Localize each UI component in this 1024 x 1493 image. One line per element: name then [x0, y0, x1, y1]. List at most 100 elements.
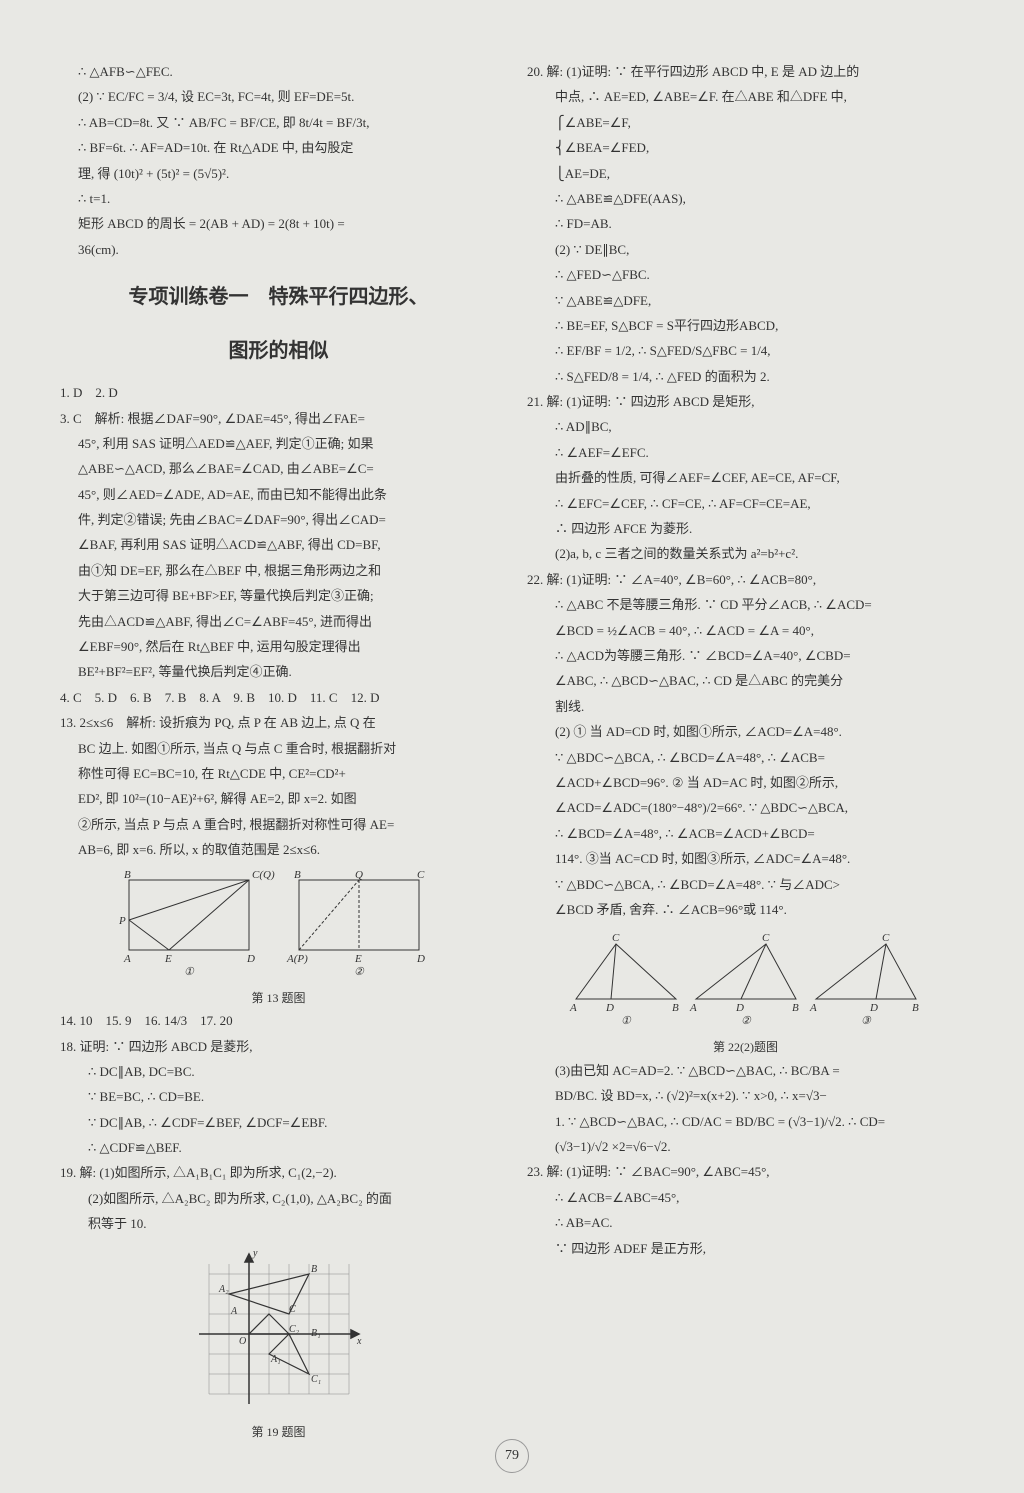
text-line: ∴ AD∥BC,: [527, 415, 964, 438]
text-line: 13. 2≤x≤6 解析: 设折痕为 PQ, 点 P 在 AB 边上, 点 Q …: [60, 711, 497, 734]
text-line: (2) ∵ DE∥BC,: [527, 238, 964, 261]
text-line: ∴ △ABE≌△DFE(AAS),: [527, 187, 964, 210]
svg-text:C(Q): C(Q): [252, 870, 275, 881]
page-number: 79: [495, 1439, 529, 1473]
text-line: ∵ △ABE≌△DFE,: [527, 289, 964, 312]
text-line: ∴ ∠EFC=∠CEF, ∴ CF=CE, ∴ AF=CF=CE=AE,: [527, 492, 964, 515]
text-line: ∠ACD+∠BCD=96°. ② 当 AD=AC 时, 如图②所示,: [527, 771, 964, 794]
svg-text:B: B: [294, 870, 301, 881]
text-line: 23. 解: (1)证明: ∵ ∠BAC=90°, ∠ABC=45°,: [527, 1160, 964, 1183]
text-line: AB=6, 即 x=6. 所以, x 的取值范围是 2≤x≤6.: [60, 838, 497, 861]
text-line: 36(cm).: [60, 238, 497, 261]
svg-text:C: C: [762, 932, 770, 944]
text-line: ⎩AE=DE,: [527, 162, 964, 185]
text-line: (2) ∵ EC/FC = 3/4, 设 EC=3t, FC=4t, 则 EF=…: [60, 85, 497, 108]
figure-22: CADB ① CADB ② CADB ③: [527, 929, 964, 1029]
text-line: ∠BAF, 再利用 SAS 证明△ACD≌△ABF, 得出 CD=BF,: [60, 533, 497, 556]
svg-text:C₂: C₂: [289, 1324, 300, 1335]
svg-text:①: ①: [621, 1015, 632, 1027]
text-line: 4. C 5. D 6. B 7. B 8. A 9. B 10. D 11. …: [60, 686, 497, 709]
text-line: BC 边上. 如图①所示, 当点 Q 与点 C 重合时, 根据翻折对: [60, 737, 497, 760]
text-line: 21. 解: (1)证明: ∵ 四边形 ABCD 是矩形,: [527, 390, 964, 413]
text-line: ∠BCD 矛盾, 舍弃. ∴ ∠ACB=96°或 114°.: [527, 898, 964, 921]
text-line: ∴ S△FED/8 = 1/4, ∴ △FED 的面积为 2.: [527, 365, 964, 388]
text-line: 19. 解: (1)如图所示, △A₁B₁C₁ 即为所求, C₁(2,−2).: [60, 1161, 497, 1184]
svg-text:D: D: [869, 1002, 878, 1014]
text-line: ∴ DC∥AB, DC=BC.: [60, 1060, 497, 1083]
text-line: ∴ △ABC 不是等腰三角形. ∵ CD 平分∠ACB, ∴ ∠ACD=: [527, 593, 964, 616]
text-line: 1. D 2. D: [60, 381, 497, 404]
figure-22-caption: 第 22(2)题图: [527, 1037, 964, 1059]
text-line: (2)a, b, c 三者之间的数量关系式为 a²=b²+c².: [527, 542, 964, 565]
text-line: ∴ EF/BF = 1/2, ∴ S△FED/S△FBC = 1/4,: [527, 339, 964, 362]
svg-text:B₁: B₁: [311, 1328, 321, 1339]
svg-text:D: D: [735, 1002, 744, 1014]
text-line: ∵ 四边形 ADEF 是正方形,: [527, 1237, 964, 1260]
text-line: ∴ △AFB∽△FEC.: [60, 60, 497, 83]
text-line: 理, 得 (10t)² + (5t)² = (5√5)².: [60, 162, 497, 185]
svg-text:A₂: A₂: [218, 1284, 229, 1295]
text-line: 3. C 解析: 根据∠DAF=90°, ∠DAE=45°, 得出∠FAE=: [60, 407, 497, 430]
svg-text:D: D: [416, 953, 425, 965]
text-line: ∵ BE=BC, ∴ CD=BE.: [60, 1085, 497, 1108]
text-line: 45°, 利用 SAS 证明△AED≌△AEF, 判定①正确; 如果: [60, 432, 497, 455]
svg-text:B: B: [792, 1002, 799, 1014]
text-line: 积等于 10.: [60, 1212, 497, 1235]
text-line: ∠ABC, ∴ △BCD∽△BAC, ∴ CD 是△ABC 的完美分: [527, 669, 964, 692]
text-line: 22. 解: (1)证明: ∵ ∠A=40°, ∠B=60°, ∴ ∠ACB=8…: [527, 568, 964, 591]
text-line: 先由△ACD≌△ABF, 得出∠C=∠ABF=45°, 进而得出: [60, 610, 497, 633]
text-line: ⎧∠ABE=∠F,: [527, 111, 964, 134]
svg-text:A: A: [809, 1002, 817, 1014]
svg-text:B: B: [124, 870, 131, 881]
svg-text:C: C: [882, 932, 890, 944]
svg-text:A: A: [689, 1002, 697, 1014]
svg-text:D: D: [246, 953, 255, 965]
text-line: 矩形 ABCD 的周长 = 2(AB + AD) = 2(8t + 10t) =: [60, 212, 497, 235]
text-line: ∠EBF=90°, 然后在 Rt△BEF 中, 运用勾股定理得出: [60, 635, 497, 658]
figure-13-caption: 第 13 题图: [60, 988, 497, 1010]
text-line: 18. 证明: ∵ 四边形 ABCD 是菱形,: [60, 1035, 497, 1058]
text-line: BD/BC. 设 BD=x, ∴ (√2)²=x(x+2). ∵ x>0, ∴ …: [527, 1084, 964, 1107]
text-line: ∠BCD = ½∠ACB = 40°, ∴ ∠ACD = ∠A = 40°,: [527, 619, 964, 642]
text-line: ②所示, 当点 P 与点 A 重合时, 根据翻折对称性可得 AE=: [60, 813, 497, 836]
text-line: ∴ AB=CD=8t. 又 ∵ AB/FC = BF/CE, 即 8t/4t =…: [60, 111, 497, 134]
text-line: ED², 即 10²=(10−AE)²+6², 解得 AE=2, 即 x=2. …: [60, 787, 497, 810]
text-line: ∵ △BDC∽△BCA, ∴ ∠BCD=∠A=48°. ∵ 与∠ADC>: [527, 873, 964, 896]
text-line: ∴ 四边形 AFCE 为菱形.: [527, 517, 964, 540]
text-line: ∴ ∠ACB=∠ABC=45°,: [527, 1186, 964, 1209]
text-line: ∴ ∠AEF=∠EFC.: [527, 441, 964, 464]
svg-text:A: A: [230, 1306, 238, 1317]
text-line: ∴ △FED∽△FBC.: [527, 263, 964, 286]
svg-text:Q: Q: [355, 870, 363, 881]
svg-text:B: B: [672, 1002, 679, 1014]
svg-text:B: B: [912, 1002, 919, 1014]
svg-text:E: E: [164, 953, 172, 965]
text-line: 割线.: [527, 695, 964, 718]
text-line: ∴ △ACD为等腰三角形. ∵ ∠BCD=∠A=40°, ∠CBD=: [527, 644, 964, 667]
text-line: (3)由已知 AC=AD=2. ∵ △BCD∽△BAC, ∴ BC/BA =: [527, 1059, 964, 1082]
text-line: ∴ FD=AB.: [527, 212, 964, 235]
text-line: 114°. ③当 AC=CD 时, 如图③所示, ∠ADC=∠A=48°.: [527, 847, 964, 870]
figure-19: yB A₂C C₂B₁ xO A₁A C₁: [60, 1244, 497, 1414]
text-line: ∴ AB=AC.: [527, 1211, 964, 1234]
svg-text:A: A: [569, 1002, 577, 1014]
svg-text:①: ①: [184, 966, 195, 978]
text-line: ∴ t=1.: [60, 187, 497, 210]
text-line: BE²+BF²=EF², 等量代换后判定④正确.: [60, 660, 497, 683]
svg-text:B: B: [311, 1264, 317, 1275]
text-line: 由①知 DE=EF, 那么在△BEF 中, 根据三角形两边之和: [60, 559, 497, 582]
text-line: ∴ ∠BCD=∠A=48°, ∴ ∠ACB=∠ACD+∠BCD=: [527, 822, 964, 845]
svg-text:P: P: [119, 915, 126, 927]
left-column: ∴ △AFB∽△FEC. (2) ∵ EC/FC = 3/4, 设 EC=3t,…: [60, 60, 497, 1443]
text-line: ∴ △CDF≌△BEF.: [60, 1136, 497, 1159]
text-line: △ABE∽△ACD, 那么∠BAE=∠CAD, 由∠ABE=∠C=: [60, 457, 497, 480]
text-line: ∴ BE=EF, S△BCF = S平行四边形ABCD,: [527, 314, 964, 337]
svg-text:D: D: [605, 1002, 614, 1014]
svg-text:E: E: [354, 953, 362, 965]
svg-text:③: ③: [861, 1015, 872, 1027]
text-line: ∵ △BDC∽△BCA, ∴ ∠BCD=∠A=48°, ∴ ∠ACB=: [527, 746, 964, 769]
text-line: 14. 10 15. 9 16. 14/3 17. 20: [60, 1009, 497, 1032]
svg-text:A₁: A₁: [270, 1354, 281, 1365]
svg-text:C: C: [417, 870, 425, 881]
text-line: 中点, ∴ AE=ED, ∠ABE=∠F. 在△ABE 和△DFE 中,: [527, 85, 964, 108]
